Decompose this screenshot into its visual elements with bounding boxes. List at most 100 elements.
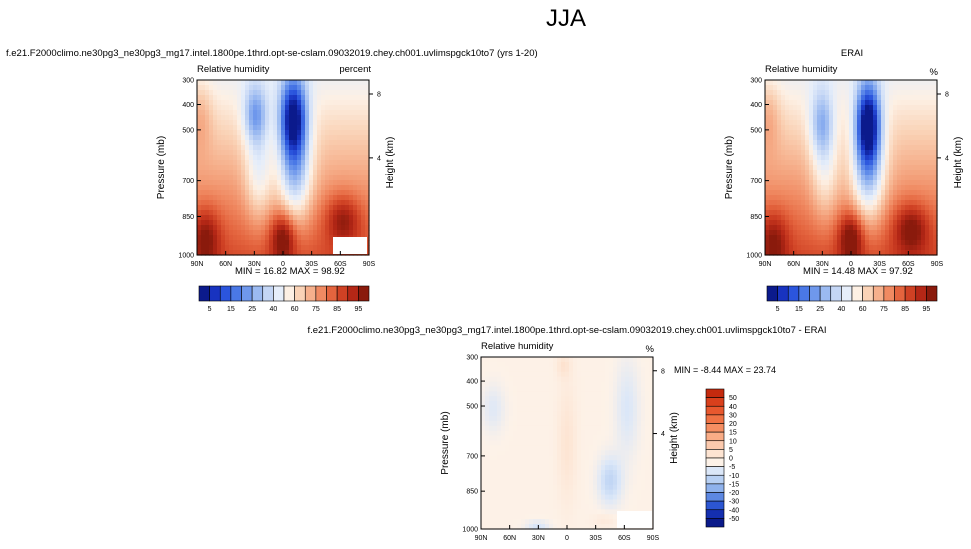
- field-cell: [845, 170, 850, 176]
- field-cell: [777, 90, 782, 96]
- field-cell: [505, 435, 510, 442]
- field-cell: [357, 210, 362, 216]
- field-cell: [645, 504, 650, 510]
- field-cell: [841, 120, 846, 126]
- field-cell: [557, 396, 562, 402]
- field-cell: [533, 524, 538, 530]
- field-cell: [577, 509, 582, 515]
- field-cell: [857, 225, 862, 231]
- colorbar-swatch: [705, 457, 725, 467]
- field-cell: [553, 381, 558, 388]
- field-cell: [529, 406, 534, 412]
- field-cell: [249, 160, 254, 166]
- field-cell: [329, 160, 334, 166]
- field-cell: [213, 200, 218, 206]
- field-cell: [249, 80, 254, 86]
- field-cell: [301, 240, 306, 246]
- field-cell: [621, 484, 626, 491]
- field-cell: [769, 250, 774, 256]
- field-cell: [869, 195, 874, 201]
- field-cell: [929, 235, 934, 241]
- field-cell: [921, 230, 926, 236]
- field-cell: [929, 170, 934, 176]
- field-cell: [897, 240, 902, 246]
- field-cell: [497, 357, 502, 363]
- field-cell: [841, 80, 846, 86]
- field-cell: [549, 474, 554, 481]
- field-cell: [285, 180, 290, 186]
- field-cell: [597, 494, 602, 501]
- field-cell: [361, 155, 366, 161]
- field-cell: [309, 245, 314, 251]
- field-cell: [541, 430, 546, 437]
- field-cell: [501, 474, 506, 481]
- field-cell: [349, 205, 354, 211]
- field-cell: [301, 250, 306, 256]
- field-cell: [793, 145, 798, 151]
- field-cell: [329, 90, 334, 96]
- field-cell: [245, 215, 250, 221]
- field-cell: [873, 210, 878, 216]
- field-cell: [853, 220, 858, 226]
- field-cell: [805, 225, 810, 231]
- field-cell: [793, 190, 798, 196]
- field-cell: [289, 125, 294, 131]
- field-cell: [833, 110, 838, 116]
- colorbar-swatch: [705, 509, 725, 519]
- field-cell: [589, 401, 594, 407]
- field-cell: [533, 357, 538, 363]
- field-cell: [869, 240, 874, 246]
- field-cell: [313, 90, 318, 96]
- field-cell: [357, 100, 362, 106]
- field-cell: [905, 155, 910, 161]
- field-cell: [641, 435, 646, 442]
- field-cell: [913, 125, 918, 131]
- field-cell: [265, 190, 270, 196]
- field-cell: [597, 450, 602, 456]
- field-cell: [889, 140, 894, 146]
- x-axis: 90N 60N 30N 0 30S 60S 90S: [191, 251, 376, 268]
- field-cell: [625, 420, 630, 427]
- field-cell: [845, 205, 850, 211]
- field-cell: [225, 240, 230, 246]
- field-cell: [789, 210, 794, 216]
- field-cell: [253, 200, 258, 206]
- field-cell: [621, 357, 626, 363]
- field-cell: [201, 140, 206, 146]
- field-cell: [577, 361, 582, 368]
- field-cell: [593, 484, 598, 491]
- field-cell: [273, 245, 278, 251]
- field-cell: [513, 455, 518, 461]
- field-cell: [485, 381, 490, 388]
- field-cell: [581, 386, 586, 392]
- field-cell: [877, 245, 882, 251]
- field-cell: [337, 80, 342, 86]
- field-cell: [241, 110, 246, 116]
- field-cell: [313, 120, 318, 126]
- colorbar-label: 5: [208, 306, 212, 313]
- field-cell: [349, 210, 354, 216]
- field-cell: [213, 195, 218, 201]
- field-cell: [289, 235, 294, 241]
- field-cell: [577, 524, 582, 530]
- field-cell: [889, 125, 894, 131]
- field-cell: [837, 130, 842, 136]
- x-tick-label: 60N: [219, 261, 232, 268]
- field-cell: [253, 125, 258, 131]
- colorbar-swatch: [777, 285, 789, 302]
- field-cell: [805, 100, 810, 106]
- field-cell: [781, 200, 786, 206]
- y2-tick-label: 4: [661, 431, 665, 438]
- difference-panel: f.e21.F2000climo.ne30pg3_ne30pg3_mg17.in…: [308, 325, 827, 542]
- field-cell: [781, 95, 786, 101]
- field-cell: [257, 100, 262, 106]
- field-cell: [221, 180, 226, 186]
- field-cell: [597, 499, 602, 506]
- field-cell: [237, 200, 242, 206]
- field-cell: [545, 386, 550, 392]
- field-cell: [509, 509, 514, 515]
- field-cell: [557, 430, 562, 437]
- field-cell: [501, 479, 506, 486]
- field-cell: [901, 165, 906, 171]
- field-cell: [533, 504, 538, 510]
